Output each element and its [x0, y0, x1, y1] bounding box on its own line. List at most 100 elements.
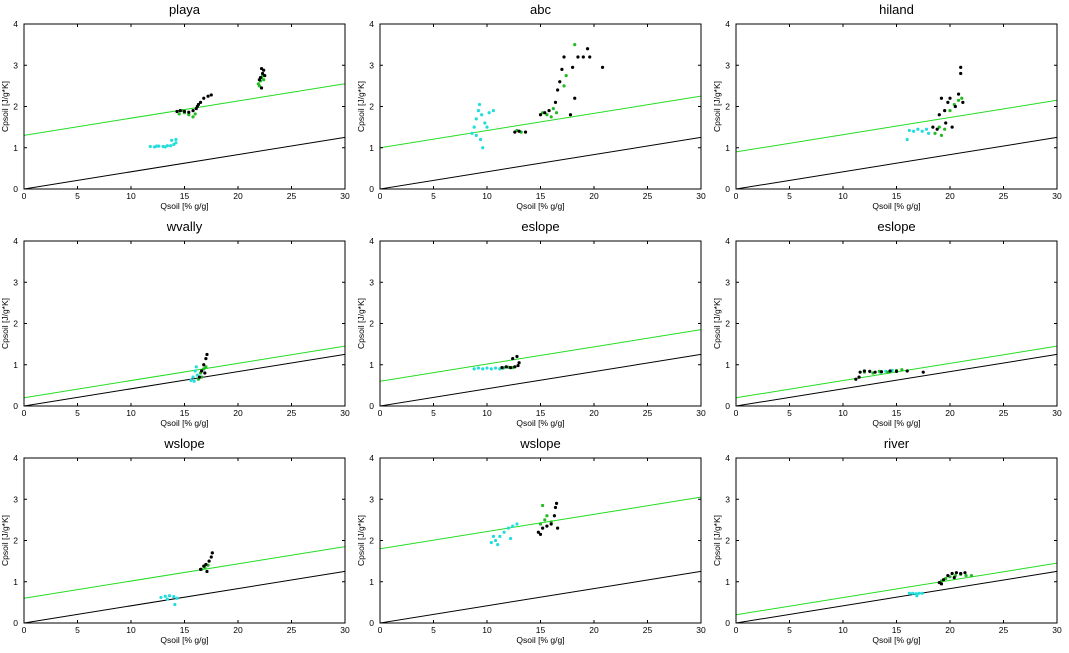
data-point-black: [209, 555, 213, 559]
data-point-cyan: [489, 367, 493, 371]
plot-frame: [735, 240, 1058, 407]
data-point-black: [517, 361, 521, 365]
data-point-black: [573, 96, 577, 100]
x-tick-label: 15: [180, 191, 190, 201]
x-tick-label: 10: [482, 625, 492, 635]
data-point-black: [571, 65, 575, 69]
x-tick-label: 0: [734, 625, 739, 635]
data-point-green: [937, 125, 941, 129]
y-tick-label: 3: [725, 277, 730, 287]
fit-line-black: [24, 136, 345, 189]
panel-title: playa: [169, 2, 201, 17]
x-axis-label: Qsoil [% g/g]: [872, 201, 920, 211]
data-point-green: [948, 109, 952, 113]
y-tick-label: 0: [725, 618, 730, 628]
data-point-black: [585, 47, 590, 51]
x-tick-label: 30: [696, 408, 706, 418]
y-tick-label: 3: [13, 277, 18, 287]
data-point-cyan: [485, 125, 489, 129]
data-point-cyan: [474, 133, 478, 137]
y-tick-label: 1: [13, 143, 18, 153]
x-tick-label: 5: [787, 625, 792, 635]
data-point-cyan: [476, 109, 481, 113]
panel-title: wslope: [163, 436, 204, 451]
x-tick-label: 30: [340, 408, 350, 418]
data-point-black: [547, 109, 551, 113]
x-tick-label: 10: [838, 191, 848, 201]
data-point-black: [202, 96, 206, 100]
y-tick-label: 4: [13, 236, 18, 246]
data-point-cyan: [493, 366, 498, 370]
x-tick-label: 20: [945, 408, 955, 418]
data-point-cyan: [508, 536, 513, 541]
y-tick-label: 4: [725, 236, 730, 246]
data-point-black: [959, 65, 963, 69]
data-point-black: [259, 66, 264, 71]
data-point-black: [556, 88, 560, 92]
data-point-black: [515, 354, 519, 359]
data-point-black: [888, 369, 892, 373]
y-tick-label: 3: [369, 494, 374, 504]
x-axis-label: Qsoil [% g/g]: [872, 418, 920, 428]
y-tick-label: 2: [369, 319, 374, 329]
data-point-black: [939, 96, 944, 100]
data-point-cyan: [485, 366, 489, 370]
data-point-cyan: [193, 369, 197, 373]
x-axis-label: Qsoil [% g/g]: [516, 635, 564, 645]
y-tick-label: 2: [725, 536, 730, 546]
panel-title: wslope: [519, 436, 560, 451]
data-point-cyan: [168, 144, 173, 148]
y-tick-label: 1: [369, 577, 374, 587]
data-point-green: [969, 573, 974, 578]
y-tick-label: 2: [369, 102, 374, 112]
y-tick-label: 2: [725, 319, 730, 329]
x-tick-label: 5: [75, 625, 80, 635]
plot-frame: [23, 23, 346, 190]
data-point-black: [538, 113, 543, 117]
data-point-green: [564, 73, 568, 78]
data-point-black: [197, 375, 202, 379]
data-point-cyan: [195, 373, 199, 377]
data-point-black: [879, 370, 884, 374]
data-point-cyan: [498, 534, 502, 538]
data-point-green: [191, 115, 195, 119]
x-tick-label: 20: [589, 191, 599, 201]
y-tick-label: 2: [13, 536, 18, 546]
data-point-black: [549, 522, 553, 526]
x-tick-label: 15: [180, 625, 190, 635]
data-point-green: [177, 112, 181, 116]
x-tick-label: 25: [999, 408, 1009, 418]
panel-6-eslope: eslope 0 5 10 15 20 25 30 0 1 2 3 4 Qsoil [% g/g] Cpso…: [712, 219, 1062, 428]
fit-line-black: [736, 136, 1057, 189]
x-tick-label: 20: [589, 625, 599, 635]
data-point-black: [921, 370, 925, 374]
x-tick-label: 25: [999, 191, 1009, 201]
data-point-green: [956, 98, 961, 102]
y-axis-label: Cpsoil [J/g*K]: [0, 81, 10, 132]
plot-frame: [379, 240, 702, 407]
data-point-black: [953, 104, 957, 109]
data-point-black: [554, 501, 559, 505]
y-tick-label: 2: [13, 102, 18, 112]
data-point-black: [939, 582, 944, 586]
fit-line-green: [736, 562, 1057, 616]
data-point-black: [545, 524, 549, 528]
data-point-cyan: [515, 522, 519, 526]
data-point-black: [198, 567, 203, 571]
panel-5-eslope: eslope 0 5 10 15 20 25 30 0 1 2 3 4 Qsoil [% g/g] Cpso…: [356, 219, 706, 428]
y-tick-label: 2: [13, 319, 18, 329]
x-tick-label: 5: [431, 191, 436, 201]
data-point-black: [536, 530, 540, 534]
fit-line-green: [24, 546, 345, 599]
y-tick-label: 0: [369, 401, 374, 411]
panel-2-abc: abc 0 5 10 15 20 25 30 0 1 2 3 4 Qsoil [% g/g] Cpsoil …: [356, 2, 706, 211]
data-point-cyan: [472, 367, 476, 371]
y-tick-label: 4: [369, 236, 374, 246]
data-point-cyan: [493, 538, 498, 543]
data-point-black: [500, 366, 504, 370]
data-point-green: [538, 522, 543, 526]
y-axis-label: Cpsoil [J/g*K]: [0, 515, 10, 566]
x-tick-label: 30: [1052, 191, 1062, 201]
y-tick-label: 3: [13, 60, 18, 70]
data-point-black: [543, 111, 547, 115]
